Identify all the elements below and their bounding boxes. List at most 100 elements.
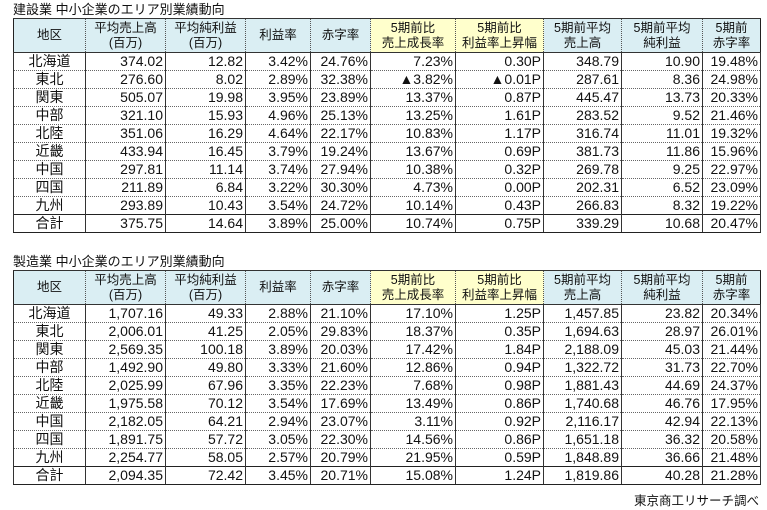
region-cell: 中部 — [13, 358, 86, 377]
value-cell: 1,457.85 — [543, 304, 622, 323]
region-cell: 九州 — [13, 196, 86, 215]
value-cell: 2,025.99 — [85, 376, 166, 395]
value-cell: 10.43 — [165, 196, 246, 215]
table-row: 関東 505.07 19.98 3.95% 23.89% 13.37% 0.87P 445.4… — [13, 88, 761, 107]
value-cell: 351.06 — [85, 124, 166, 143]
column-header: 赤字率 — [310, 18, 371, 53]
total-row: 合計 375.75 14.64 3.89% 25.00% 10.74% 0.75P 339.2… — [13, 214, 761, 233]
column-header: 5期前平均 売上高 — [543, 270, 622, 305]
value-cell: 0.86P — [455, 394, 544, 413]
value-cell: 21.46% — [702, 106, 761, 125]
value-cell: 3.74% — [245, 160, 311, 179]
column-header: 平均純利益 (百万) — [165, 270, 246, 305]
value-cell: 339.29 — [543, 214, 622, 233]
value-cell: 30.30% — [310, 178, 371, 197]
table-row: 東北 276.60 8.02 2.89% 32.38% ▲3.82% ▲0.01P 287.6… — [13, 70, 761, 89]
value-cell: 3.45% — [245, 466, 311, 485]
value-cell: 381.73 — [543, 142, 622, 161]
value-cell: 44.69 — [621, 376, 703, 395]
value-cell: 0.59P — [455, 448, 544, 467]
value-cell: 0.69P — [455, 142, 544, 161]
value-cell: 0.98P — [455, 376, 544, 395]
column-header: 5期前平均 純利益 — [621, 270, 703, 305]
value-cell: 0.30P — [455, 52, 544, 71]
value-cell: 17.10% — [370, 304, 456, 323]
value-cell: 8.02 — [165, 70, 246, 89]
value-cell: 8.32 — [621, 196, 703, 215]
value-cell: 19.24% — [310, 142, 371, 161]
value-cell: 0.94P — [455, 358, 544, 377]
value-cell: 276.60 — [85, 70, 166, 89]
value-cell: 21.28% — [702, 466, 761, 485]
value-cell: 20.58% — [702, 430, 761, 449]
column-header: 5期前 赤字率 — [702, 270, 761, 305]
table-row: 中国 297.81 11.14 3.74% 27.94% 10.38% 0.32P 269.7… — [13, 160, 761, 179]
region-cell: 中国 — [13, 160, 86, 179]
value-cell: 202.31 — [543, 178, 622, 197]
value-cell: 22.23% — [310, 376, 371, 395]
value-cell: 27.94% — [310, 160, 371, 179]
table-row: 中国 2,182.05 64.21 2.94% 23.07% 3.11% 0.92P 2,11… — [13, 412, 761, 431]
column-header: 5期前 赤字率 — [702, 18, 761, 53]
column-header: 利益率 — [245, 18, 311, 53]
column-header: 地区 — [13, 18, 86, 53]
table-row: 北海道 1,707.16 49.33 2.88% 21.10% 17.10% 1.25P 1,… — [13, 304, 761, 323]
column-header: 5期前平均 売上高 — [543, 18, 622, 53]
value-cell: 1.17P — [455, 124, 544, 143]
column-header: 利益率 — [245, 270, 311, 305]
value-cell: 1,819.86 — [543, 466, 622, 485]
value-cell: 15.93 — [165, 106, 246, 125]
value-cell: 41.25 — [165, 322, 246, 341]
value-cell: ▲3.82% — [370, 70, 456, 89]
header-row: 地区 平均売上高 (百万) 平均純利益 (百万) 利益率 赤字率 5期前比 売上成長率 5期… — [13, 18, 761, 53]
value-cell: 7.68% — [370, 376, 456, 395]
value-cell: 19.32% — [702, 124, 761, 143]
value-cell: 18.37% — [370, 322, 456, 341]
value-cell: 57.72 — [165, 430, 246, 449]
value-cell: 22.30% — [310, 430, 371, 449]
value-cell: 293.89 — [85, 196, 166, 215]
value-cell: 4.64% — [245, 124, 311, 143]
value-cell: 19.98 — [165, 88, 246, 107]
value-cell: 26.01% — [702, 322, 761, 341]
value-cell: 36.32 — [621, 430, 703, 449]
value-cell: 49.33 — [165, 304, 246, 323]
value-cell: 19.48% — [702, 52, 761, 71]
value-cell: 3.79% — [245, 142, 311, 161]
value-cell: 375.75 — [85, 214, 166, 233]
value-cell: 3.95% — [245, 88, 311, 107]
table-row: 中部 1,492.90 49.80 3.33% 21.60% 12.86% 0.94P 1,3… — [13, 358, 761, 377]
value-cell: 1,891.75 — [85, 430, 166, 449]
column-header: 平均売上高 (百万) — [85, 270, 166, 305]
table-row: 近畿 1,975.58 70.12 3.54% 17.69% 13.49% 0.86P 1,7… — [13, 394, 761, 413]
value-cell: 36.66 — [621, 448, 703, 467]
value-cell: 211.89 — [85, 178, 166, 197]
value-cell: 1,322.72 — [543, 358, 622, 377]
table-title-manufacturing: 製造業 中小企業のエリア別業績動向 — [13, 254, 225, 269]
value-cell: 1,707.16 — [85, 304, 166, 323]
column-header: 平均純利益 (百万) — [165, 18, 246, 53]
table-row: 中部 321.10 15.93 4.96% 25.13% 13.25% 1.61P 283.5… — [13, 106, 761, 125]
value-cell: 12.82 — [165, 52, 246, 71]
column-header: 5期前比 利益率上昇幅 — [455, 18, 544, 53]
value-cell: 25.00% — [310, 214, 371, 233]
table-row: 関東 2,569.35 100.18 3.89% 20.03% 17.42% 1.84P 2,… — [13, 340, 761, 359]
region-cell: 四国 — [13, 178, 86, 197]
value-cell: 266.83 — [543, 196, 622, 215]
total-row: 合計 2,094.35 72.42 3.45% 20.71% 15.08% 1.24P 1,8… — [13, 466, 761, 485]
value-cell: 14.56% — [370, 430, 456, 449]
value-cell: 3.33% — [245, 358, 311, 377]
table-row: 四国 211.89 6.84 3.22% 30.30% 4.73% 0.00P 202.31 6… — [13, 178, 761, 197]
value-cell: 297.81 — [85, 160, 166, 179]
value-cell: 1,740.68 — [543, 394, 622, 413]
value-cell: 3.54% — [245, 394, 311, 413]
value-cell: 16.45 — [165, 142, 246, 161]
value-cell: 1.25P — [455, 304, 544, 323]
column-header: 平均売上高 (百万) — [85, 18, 166, 53]
header-row: 地区 平均売上高 (百万) 平均純利益 (百万) 利益率 赤字率 5期前比 売上成長率 5期… — [13, 270, 761, 305]
region-cell: 四国 — [13, 430, 86, 449]
value-cell: 14.64 — [165, 214, 246, 233]
value-cell: 67.96 — [165, 376, 246, 395]
value-cell: 348.79 — [543, 52, 622, 71]
value-cell: 3.42% — [245, 52, 311, 71]
